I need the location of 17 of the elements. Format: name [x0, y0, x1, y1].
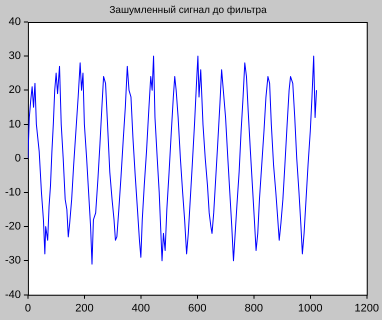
y-tick-label: 10	[8, 118, 21, 130]
x-tick-label: 1000	[298, 302, 323, 314]
y-tick-label: 20	[8, 84, 21, 96]
y-tick-label: 0	[14, 152, 21, 164]
x-tick-label: 600	[188, 302, 207, 314]
y-tick-label: -10	[4, 186, 21, 199]
x-tick-label: 0	[24, 302, 31, 314]
y-tick-label: -30	[4, 254, 21, 267]
x-tick-label: 800	[244, 302, 263, 314]
chart-title: Зашумленный сигнал до фильтра	[109, 4, 268, 16]
y-tick-label: 40	[8, 16, 21, 28]
y-tick-label: 30	[8, 50, 21, 62]
x-tick-label: 1200	[354, 302, 380, 314]
x-tick-label: 200	[75, 302, 94, 314]
y-tick-label: -20	[4, 220, 21, 233]
x-tick-label: 400	[132, 302, 150, 314]
y-tick-label: -40	[4, 288, 21, 301]
